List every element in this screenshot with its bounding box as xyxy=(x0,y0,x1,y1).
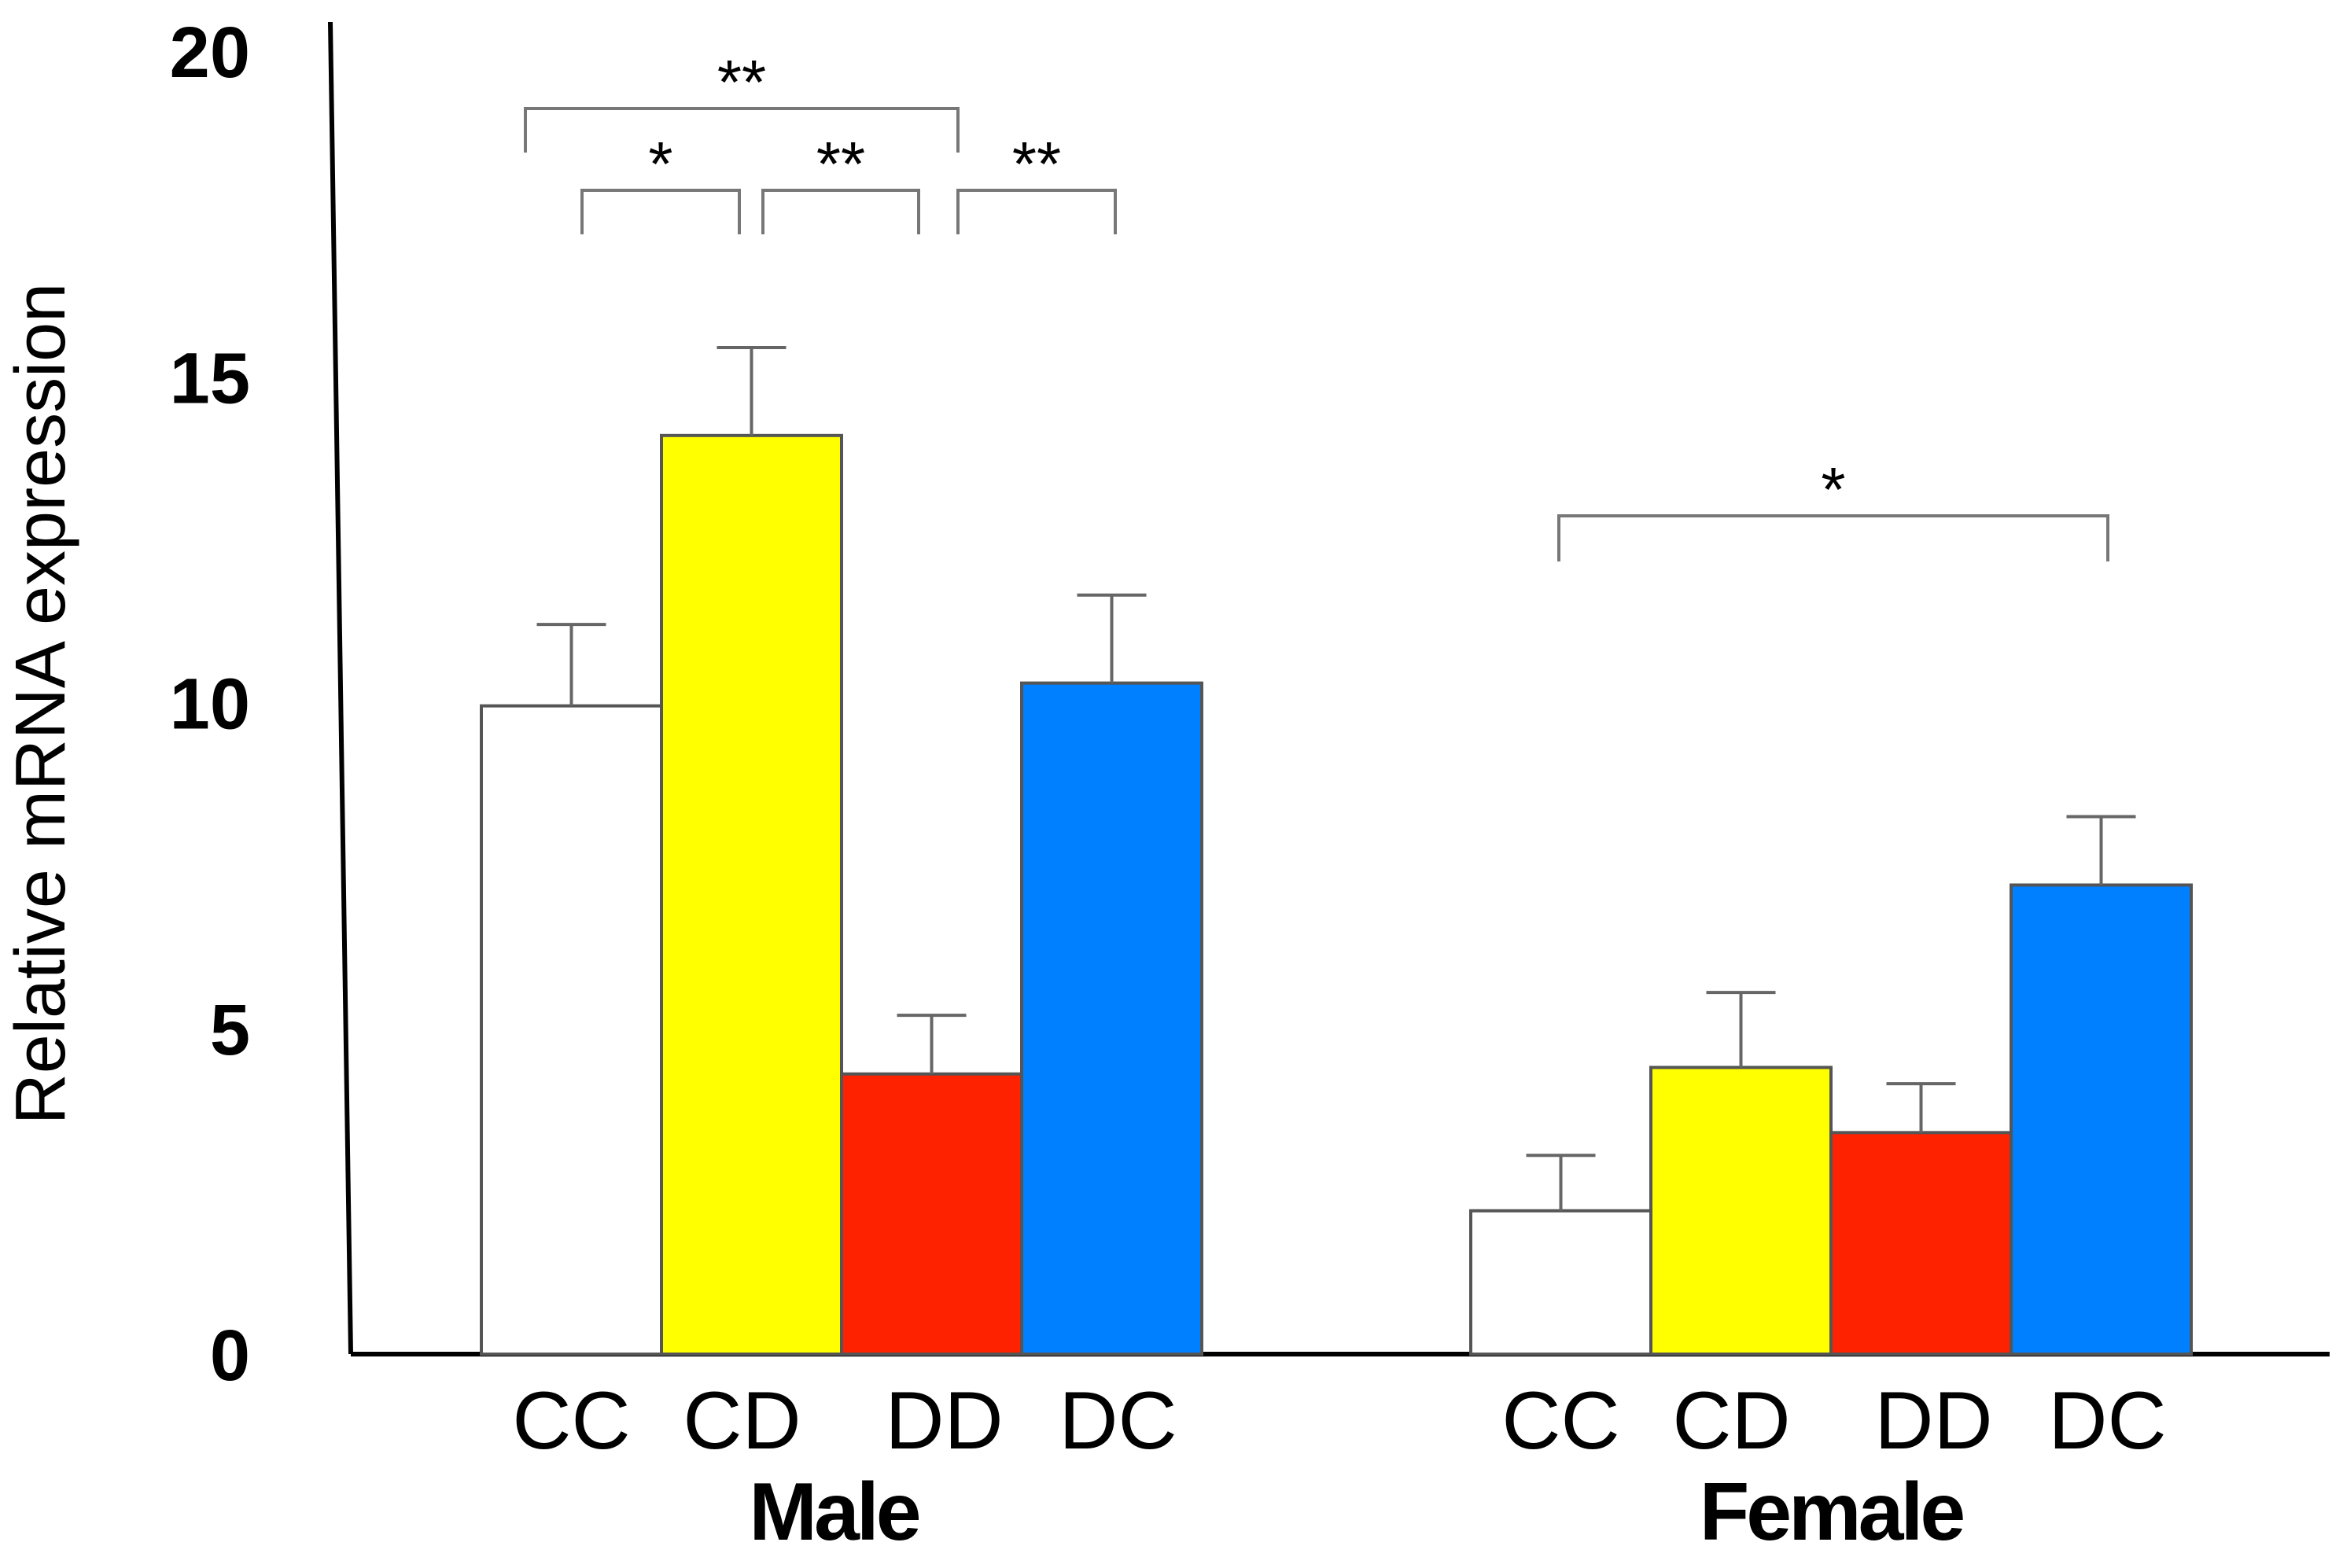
group-label-male: Male xyxy=(749,1467,919,1558)
bar-male-cd xyxy=(660,433,843,1356)
y-tick-label: 15 xyxy=(170,338,250,418)
significance-bracket xyxy=(1557,514,2109,561)
bar-male-dc xyxy=(1020,681,1203,1356)
x-tick-label: DD xyxy=(1874,1375,1992,1467)
y-tick-label: 5 xyxy=(210,990,250,1070)
y-tick-label: 20 xyxy=(170,13,250,93)
significance-label: * xyxy=(648,129,672,199)
significance-label: ** xyxy=(717,47,766,117)
bar-female-cc xyxy=(1469,1209,1652,1356)
significance-bracket xyxy=(956,189,1117,234)
bar-female-dd xyxy=(1829,1131,2013,1356)
significance-label: ** xyxy=(816,129,865,199)
y-axis-line xyxy=(328,21,353,1355)
bar-female-cd xyxy=(1649,1066,1833,1356)
x-tick-label: CC xyxy=(512,1375,630,1467)
bar-male-cc xyxy=(480,704,663,1356)
y-axis-label: Relative mRNA expression xyxy=(2,283,80,1124)
y-tick-label: 0 xyxy=(210,1316,250,1396)
x-tick-label: DD xyxy=(885,1375,1003,1467)
x-tick-label: CD xyxy=(683,1375,801,1467)
x-tick-label: CC xyxy=(1501,1375,1619,1467)
x-tick-label: DC xyxy=(1059,1375,1177,1467)
significance-bracket xyxy=(524,107,960,153)
significance-bracket xyxy=(580,189,741,234)
bars xyxy=(480,433,2193,1356)
x-tick-label: CD xyxy=(1672,1375,1790,1467)
group-labels: Male Female xyxy=(749,1467,1966,1558)
group-label-female: Female xyxy=(1700,1467,1964,1558)
x-tick-label: DC xyxy=(2048,1375,2166,1467)
bar-female-dc xyxy=(2010,883,2193,1356)
y-tick-label: 10 xyxy=(170,664,250,745)
error-bars xyxy=(536,345,2136,1211)
significance-label: ** xyxy=(1012,129,1061,199)
bar-male-dd xyxy=(840,1072,1023,1356)
significance-bracket xyxy=(761,189,920,234)
significance-brackets: * ** ***** xyxy=(524,47,2109,561)
x-ticks: CC CD DD DC CC CD DD DC xyxy=(512,1375,2166,1467)
significance-label: * xyxy=(1821,455,1845,525)
y-ticks: 0 5 10 15 20 xyxy=(170,13,250,1396)
